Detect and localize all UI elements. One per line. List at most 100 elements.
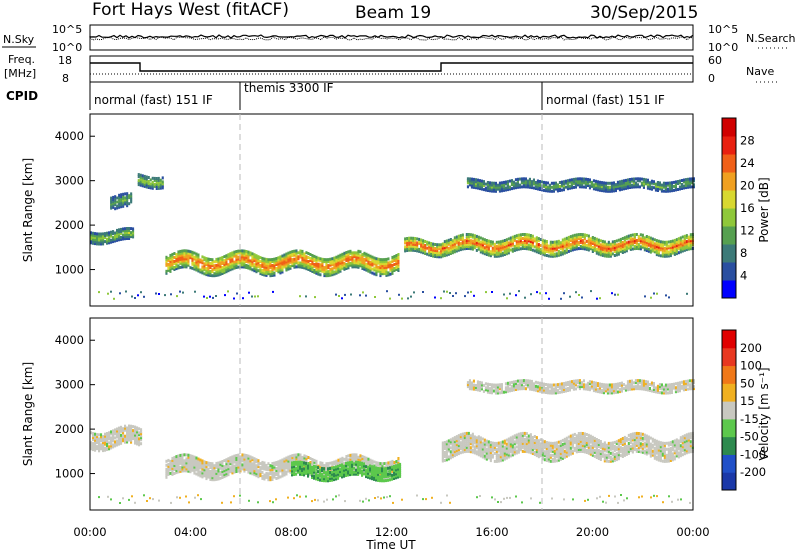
heatmap-cell [517,241,520,245]
heatmap-cell [213,470,216,474]
heatmap-cell [317,470,320,474]
heatmap-cell [661,250,664,254]
heatmap-cell [195,258,198,262]
heatmap-cell [305,267,308,271]
heatmap-cell [547,459,550,463]
heatmap-cell [339,468,342,472]
heatmap-cell [211,476,214,480]
heatmap-cell [343,474,346,478]
heatmap-cell [120,195,123,199]
heatmap-cell [281,466,284,470]
heatmap-cell [558,189,561,192]
heatmap-cell [608,181,611,185]
heatmap-cell [309,457,312,460]
heatmap-cell [132,435,135,439]
heatmap-cell [245,464,248,467]
heatmap-cell [497,453,500,457]
heatmap-cell [513,236,516,240]
heatmap-cell [241,251,244,255]
heatmap-cell [229,252,232,256]
heatmap-cell [243,253,246,257]
heatmap-cell [171,464,174,468]
heatmap-cell [249,459,252,463]
heatmap-cell [281,468,284,472]
heatmap-cell [473,246,476,250]
heatmap-cell [315,469,318,473]
heatmap-cell [187,453,190,457]
heatmap-cell [285,268,288,272]
heatmap-cell [355,263,358,267]
heatmap-cell [273,473,276,477]
heatmap-cell [407,297,409,300]
heatmap-cell [577,233,580,237]
heatmap-cell [173,266,176,269]
heatmap-cell [138,433,141,437]
heatmap-cell [599,245,602,249]
heatmap-cell [636,183,639,187]
heatmap-cell [453,454,456,458]
heatmap-cell [547,441,550,445]
heatmap-cell [537,449,540,453]
heatmap-cell [565,248,568,252]
heatmap-cell [453,442,456,446]
heatmap-cell [545,254,548,257]
heatmap-cell [621,251,624,254]
heatmap-cell [257,263,260,267]
heatmap-cell [96,441,99,445]
heatmap-cell [565,444,568,448]
heatmap-cell [295,251,298,255]
heatmap-cell [197,469,200,473]
heatmap-cell [445,452,448,456]
heatmap-cell [395,460,398,463]
heatmap-cell [637,237,640,241]
heatmap-cell [197,261,200,265]
heatmap-cell [553,445,556,449]
heatmap-cell [608,187,611,191]
heatmap-cell [126,237,129,240]
heatmap-cell [165,463,168,467]
heatmap-cell [690,179,693,183]
heatmap-cell [599,247,602,251]
heatmap-cell [505,454,508,458]
heatmap-cell [365,294,367,297]
heatmap-cell [457,234,460,238]
heatmap-cell [692,185,695,189]
heatmap-cell [301,255,304,259]
heatmap-cell [263,257,266,261]
heatmap-cell [622,179,625,183]
heatmap-cell [627,236,630,240]
heatmap-cell [345,255,348,258]
heatmap-cell [263,475,266,479]
heatmap-cell [391,477,394,481]
heatmap-cell [283,463,286,467]
heatmap-cell [588,186,591,190]
heatmap-cell [114,239,117,243]
heatmap-cell [643,236,646,240]
heatmap-cell [293,251,296,255]
heatmap-cell [98,236,101,240]
heatmap-cell [556,185,559,189]
heatmap-cell [465,449,468,453]
heatmap-cell [355,462,358,466]
heatmap-cell [183,459,186,463]
heatmap-cell [193,471,196,475]
heatmap-cell [593,244,596,248]
heatmap-cell [325,466,328,470]
heatmap-cell [122,433,125,437]
heatmap-cell [319,273,322,277]
heatmap-cell [665,246,668,250]
heatmap-cell [217,475,220,479]
heatmap-cell [281,474,284,478]
heatmap-cell [527,440,530,444]
heatmap-cell [375,267,378,271]
heatmap-cell [665,240,668,244]
heatmap-cell [169,263,172,267]
heatmap-cell [193,461,196,465]
heatmap-cell [351,265,354,269]
heatmap-cell [469,442,472,446]
heatmap-cell [493,445,496,449]
heatmap-cell [494,183,497,187]
heatmap-cell [271,268,274,271]
heatmap-cell [663,242,666,246]
heatmap-cell [361,459,364,462]
